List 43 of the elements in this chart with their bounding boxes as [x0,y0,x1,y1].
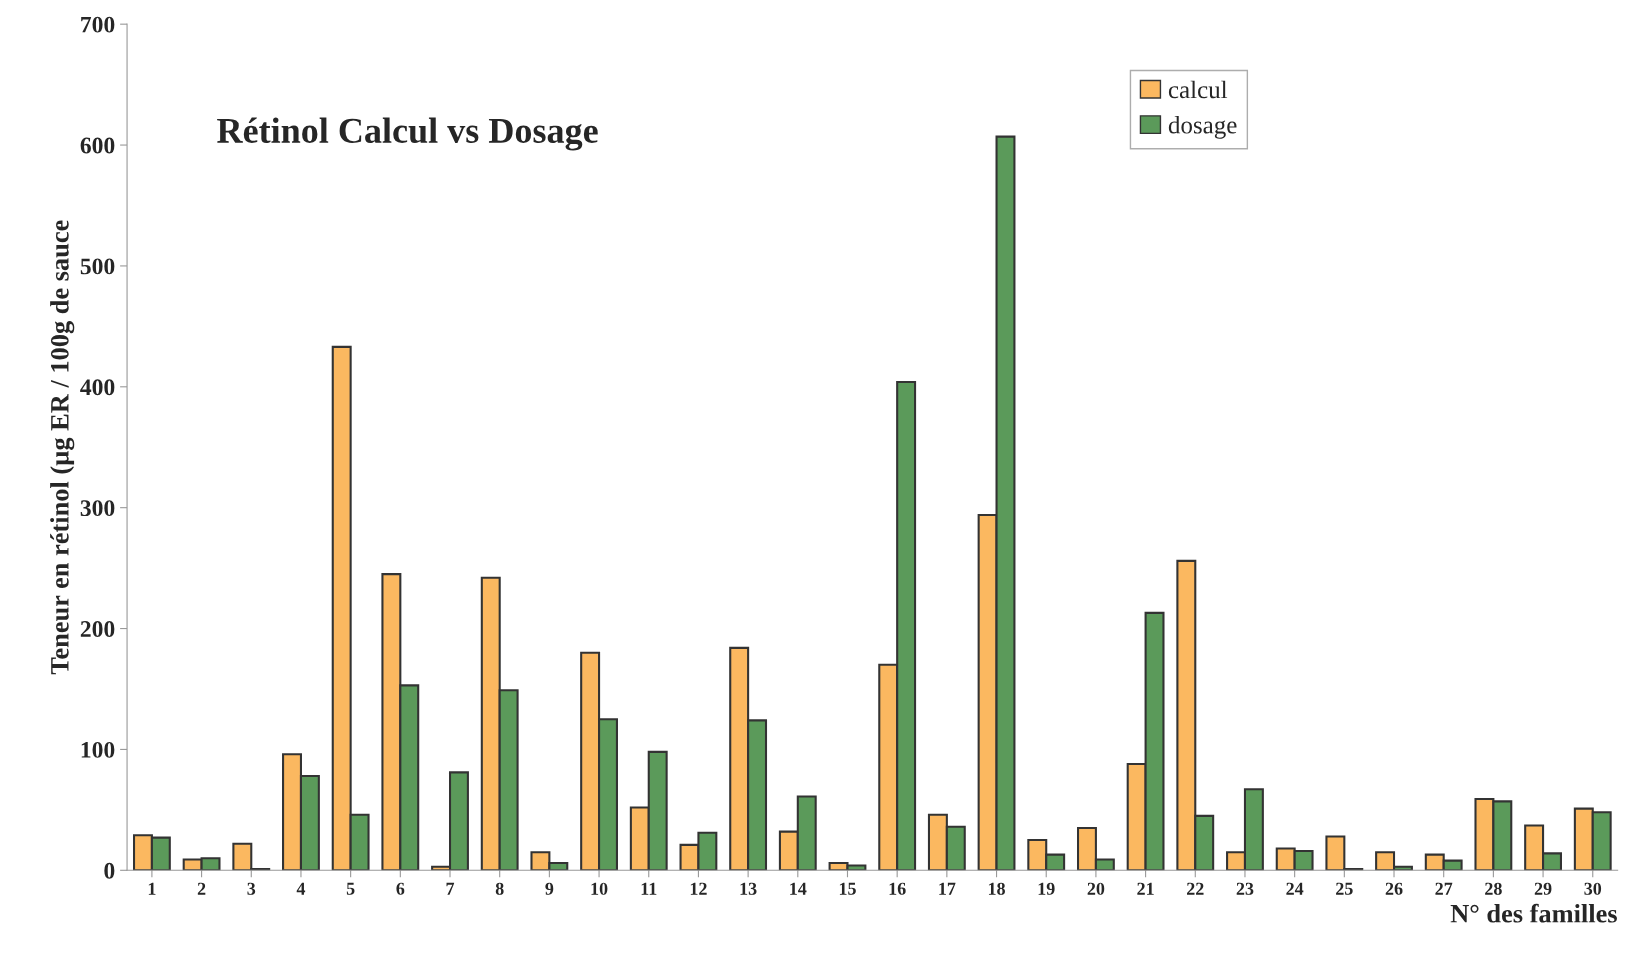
x-tick-label: 30 [1584,882,1602,895]
x-tick-label: 7 [446,882,455,895]
y-tick-label: 600 [80,137,115,154]
text: Rétinol Calcul vs Dosage [217,117,598,151]
x-tick-label: 17 [939,882,956,895]
x-tick-label: 19 [1038,882,1055,895]
x-tick-label: 10 [591,882,608,895]
x-tick-label: 21 [1137,882,1154,895]
x-tick-label: 14 [790,882,807,895]
x-axis-title: N° des familles [1450,903,1617,923]
x-tick-label: 1 [148,882,156,895]
x-tick-label: 16 [889,882,906,895]
x-tick-label: 22 [1187,882,1204,895]
y-tick-label: 200 [80,621,115,637]
x-tick-label: 29 [1534,882,1552,895]
x-tick-label: 5 [346,882,355,895]
x-tick-label: 20 [1087,882,1105,895]
x-tick-label: 18 [988,882,1005,895]
x-tick-label: 4 [296,882,306,895]
y-tick-label: 400 [80,379,115,396]
y-tick-label: 700 [81,16,115,33]
x-tick-label: 8 [495,882,504,895]
y-tick-label: 500 [80,258,115,275]
x-tick-label: 12 [690,882,707,895]
y-tick-label: 100 [81,741,115,758]
x-tick-label: 13 [740,882,757,895]
x-tick-label: 26 [1385,882,1403,895]
x-tick-label: 9 [545,882,554,895]
x-tick-label: 6 [396,882,405,895]
x-tick-label: 28 [1485,882,1502,895]
x-tick-label: 3 [247,882,256,895]
x-tick-label: 11 [641,882,657,895]
x-tick-label: 2 [197,882,206,895]
x-tick-label: 15 [839,882,856,895]
legend-label: calcul [1168,80,1228,99]
y-tick-label: 300 [80,500,115,517]
x-tick-label: 25 [1336,882,1353,895]
y-tick-label: 0 [104,862,115,879]
x-tick-label: 24 [1286,882,1304,895]
y-axis-title: Teneur en rétinol (µg ER / 100g de sauce [50,220,75,675]
legend-label: dosage [1168,116,1237,139]
x-tick-label: 23 [1236,882,1254,895]
x-tick-label: 27 [1435,882,1453,895]
